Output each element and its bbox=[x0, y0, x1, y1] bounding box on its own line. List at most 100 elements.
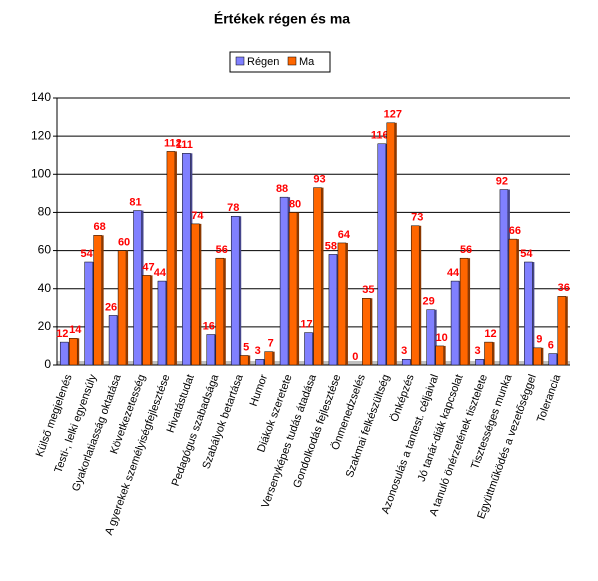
bar bbox=[410, 225, 420, 366]
bar bbox=[288, 212, 298, 366]
value-label: 44 bbox=[154, 267, 167, 279]
bar bbox=[533, 347, 542, 366]
value-label: 12 bbox=[56, 328, 68, 340]
value-label: 127 bbox=[384, 109, 402, 121]
bar bbox=[157, 280, 167, 366]
value-label: 7 bbox=[268, 338, 274, 350]
bar bbox=[215, 257, 225, 366]
value-label: 29 bbox=[423, 296, 435, 308]
value-label: 58 bbox=[325, 240, 337, 252]
y-tick-label: 120 bbox=[31, 128, 51, 142]
value-label: 0 bbox=[352, 351, 358, 363]
value-label: 3 bbox=[255, 345, 261, 357]
bar-side bbox=[434, 309, 437, 365]
y-tick-label: 40 bbox=[38, 281, 52, 295]
bar bbox=[362, 298, 371, 366]
bar bbox=[499, 189, 509, 366]
bar bbox=[191, 223, 200, 366]
bar bbox=[108, 315, 118, 366]
legend-swatch bbox=[235, 56, 245, 66]
legend-label: Ma bbox=[299, 56, 315, 68]
bar-side bbox=[345, 242, 348, 365]
bar-side bbox=[394, 122, 397, 366]
bar-side bbox=[150, 275, 153, 365]
bar-side bbox=[77, 338, 80, 365]
bar-side bbox=[297, 212, 300, 365]
value-label: 116 bbox=[371, 130, 389, 142]
bar bbox=[548, 353, 558, 366]
value-label: 56 bbox=[216, 244, 228, 256]
x-tick-label: Önképzés bbox=[389, 372, 417, 423]
bar-side bbox=[565, 296, 568, 365]
value-label: 54 bbox=[520, 248, 533, 260]
value-label: 54 bbox=[81, 248, 94, 260]
bar bbox=[401, 359, 411, 366]
bar-side bbox=[541, 347, 544, 365]
bar-side bbox=[223, 258, 226, 365]
bar bbox=[435, 345, 444, 366]
value-label: 35 bbox=[362, 284, 374, 296]
bar bbox=[142, 275, 151, 366]
value-label: 111 bbox=[176, 139, 193, 151]
bar bbox=[230, 215, 240, 366]
bar-side bbox=[419, 225, 422, 365]
y-tick-label: 100 bbox=[31, 166, 51, 180]
bar bbox=[386, 122, 396, 366]
bar-side bbox=[272, 351, 275, 365]
value-label: 17 bbox=[300, 318, 312, 330]
value-label: 10 bbox=[436, 332, 448, 344]
x-tick-label: Humor bbox=[248, 373, 271, 408]
y-tick-label: 140 bbox=[31, 90, 51, 104]
bar bbox=[337, 242, 347, 366]
bar bbox=[328, 254, 338, 366]
y-tick-label: 60 bbox=[38, 243, 52, 257]
bar bbox=[239, 355, 249, 366]
x-tick-label: Tolerancia bbox=[535, 372, 564, 424]
bar bbox=[84, 261, 93, 366]
y-tick-label: 80 bbox=[38, 205, 52, 219]
bar-side bbox=[199, 223, 202, 365]
value-label: 56 bbox=[460, 244, 472, 256]
y-tick-label: 20 bbox=[38, 319, 52, 333]
bar bbox=[459, 257, 469, 366]
bar bbox=[508, 238, 518, 366]
bar bbox=[557, 296, 567, 366]
legend-label: Régen bbox=[247, 56, 279, 68]
y-tick-label: 0 bbox=[44, 357, 51, 371]
bar bbox=[475, 359, 484, 366]
bar-side bbox=[321, 187, 324, 365]
value-label: 92 bbox=[496, 175, 508, 187]
bar bbox=[264, 351, 273, 366]
bar-side bbox=[126, 250, 129, 365]
value-label: 81 bbox=[129, 196, 141, 208]
bar-side bbox=[174, 151, 177, 365]
value-label: 47 bbox=[142, 261, 154, 273]
value-label: 60 bbox=[118, 236, 130, 248]
value-label: 5 bbox=[243, 341, 249, 353]
bar bbox=[206, 334, 216, 366]
value-label: 88 bbox=[276, 183, 288, 195]
value-label: 66 bbox=[509, 225, 521, 237]
value-label: 74 bbox=[191, 210, 204, 222]
bar-side bbox=[532, 262, 535, 365]
bar bbox=[450, 280, 460, 366]
bar bbox=[377, 143, 387, 366]
bar bbox=[484, 341, 493, 366]
bar bbox=[313, 187, 322, 366]
value-label: 93 bbox=[313, 174, 325, 186]
value-label: 14 bbox=[69, 324, 82, 336]
bar bbox=[59, 341, 69, 366]
value-label: 12 bbox=[484, 328, 496, 340]
legend-swatch bbox=[287, 56, 297, 66]
bar-side bbox=[516, 239, 519, 365]
bar-side bbox=[239, 216, 242, 365]
bar bbox=[524, 261, 533, 366]
bar bbox=[426, 309, 435, 366]
value-label: 80 bbox=[289, 198, 301, 210]
bar bbox=[255, 359, 264, 366]
bar-side bbox=[370, 298, 373, 365]
value-label: 26 bbox=[105, 301, 117, 313]
value-label: 9 bbox=[536, 334, 542, 346]
value-label: 6 bbox=[548, 339, 554, 351]
